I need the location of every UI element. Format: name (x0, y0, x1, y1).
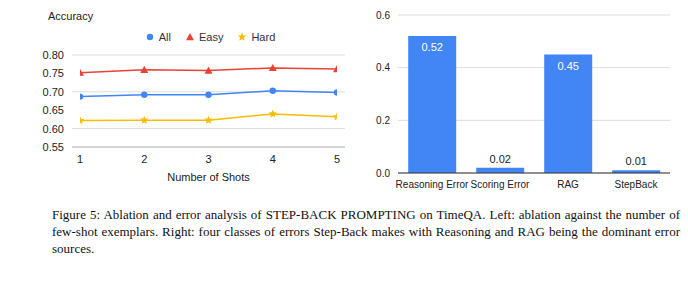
svg-text:0.65: 0.65 (43, 104, 64, 116)
svg-text:0.02: 0.02 (489, 153, 510, 165)
svg-text:3: 3 (205, 153, 211, 165)
svg-text:0.80: 0.80 (43, 49, 64, 61)
html-text:Easy: Easy (199, 31, 224, 43)
svg-text:0.01: 0.01 (625, 155, 646, 167)
svg-text:0.70: 0.70 (43, 86, 64, 98)
html-text:Figure 5: Ablation and error a: Figure 5: Ablation and error analysis of… (52, 207, 680, 256)
svg-text:0.4: 0.4 (376, 62, 390, 73)
svg-text:StepBack: StepBack (615, 179, 659, 190)
svg-text:2: 2 (141, 153, 147, 165)
svg-text:0.0: 0.0 (376, 168, 390, 179)
html-text:Hard: Hard (251, 31, 276, 43)
html-text:All: All (158, 31, 171, 43)
svg-text:RAG: RAG (557, 179, 579, 190)
svg-text:0.55: 0.55 (43, 141, 64, 153)
svg-text:Reasoning Error: Reasoning Error (396, 179, 469, 190)
svg-text:0.2: 0.2 (376, 115, 390, 126)
svg-text:0.45: 0.45 (557, 60, 578, 72)
svg-text:1: 1 (77, 153, 83, 165)
svg-text:0.6: 0.6 (376, 10, 390, 21)
svg-text:Scoring Error: Scoring Error (471, 179, 531, 190)
svg-text:0.60: 0.60 (43, 123, 64, 135)
svg-text:0.75: 0.75 (43, 67, 64, 79)
svg-text:0.52: 0.52 (421, 41, 442, 53)
html-text:Accuracy: Accuracy (48, 10, 94, 22)
svg-text:4: 4 (270, 153, 276, 165)
svg-text:Number of Shots: Number of Shots (167, 171, 250, 183)
svg-text:5: 5 (334, 153, 340, 165)
